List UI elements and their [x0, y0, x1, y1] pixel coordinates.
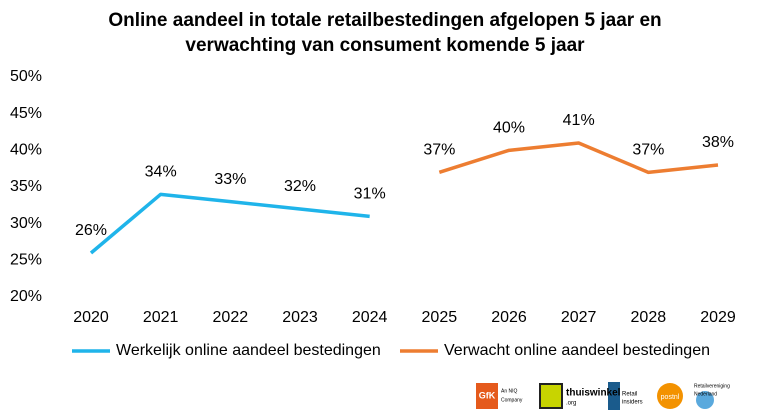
x-tick-label: 2028 — [631, 309, 667, 326]
x-tick-label: 2026 — [491, 309, 527, 326]
legend-label: Werkelijk online aandeel bestedingen — [116, 342, 381, 359]
logo-postnl — [657, 383, 683, 409]
series-line — [89, 192, 370, 255]
x-tick-label: 2020 — [73, 309, 109, 326]
y-tick-label: 35% — [10, 178, 42, 195]
data-label: 26% — [75, 222, 107, 239]
logo-text: Retail — [622, 392, 637, 398]
logo-text: GfK — [479, 390, 496, 400]
x-tick-label: 2021 — [143, 309, 179, 326]
x-tick-label: 2029 — [700, 309, 736, 326]
logo-text: postnl — [661, 394, 680, 401]
logo-gfk — [476, 383, 498, 409]
y-tick-label: 40% — [10, 142, 42, 159]
legend-label: Verwacht online aandeel bestedingen — [444, 342, 710, 359]
series-line — [438, 141, 719, 175]
data-label: 38% — [702, 134, 734, 151]
logo-text: Retailvereniging — [694, 383, 730, 389]
data-label: 33% — [214, 171, 246, 188]
chart-title: verwachting van consument komende 5 jaar — [185, 35, 585, 56]
logo-text: An NIQ — [501, 388, 518, 394]
data-label: 32% — [284, 178, 316, 195]
x-tick-label: 2022 — [213, 309, 249, 326]
y-tick-label: 50% — [10, 68, 42, 85]
logo-text: .org — [566, 401, 576, 407]
data-label: 34% — [145, 164, 177, 181]
x-tick-label: 2025 — [422, 309, 458, 326]
x-tick-label: 2024 — [352, 309, 388, 326]
logo-text: thuiswinkel — [566, 388, 621, 399]
logo-rn — [696, 391, 714, 409]
y-tick-label: 30% — [10, 215, 42, 232]
logo-text: Company — [501, 397, 523, 403]
data-label: 37% — [423, 142, 455, 159]
data-label: 40% — [493, 120, 525, 137]
x-tick-label: 2027 — [561, 309, 597, 326]
y-tick-label: 25% — [10, 252, 42, 269]
y-tick-label: 20% — [10, 288, 42, 305]
logo-area — [476, 382, 714, 410]
logo-thuiswinkel — [539, 383, 563, 409]
logo-text: insiders — [622, 400, 643, 406]
logo-text: Nederland — [694, 391, 717, 397]
x-tick-label: 2023 — [282, 309, 318, 326]
data-label: 41% — [563, 112, 595, 129]
y-tick-label: 45% — [10, 105, 42, 122]
data-label: 37% — [632, 142, 664, 159]
data-label: 31% — [354, 186, 386, 203]
logo-retailinsiders — [608, 382, 620, 410]
chart-title: Online aandeel in totale retailbesteding… — [108, 10, 661, 31]
